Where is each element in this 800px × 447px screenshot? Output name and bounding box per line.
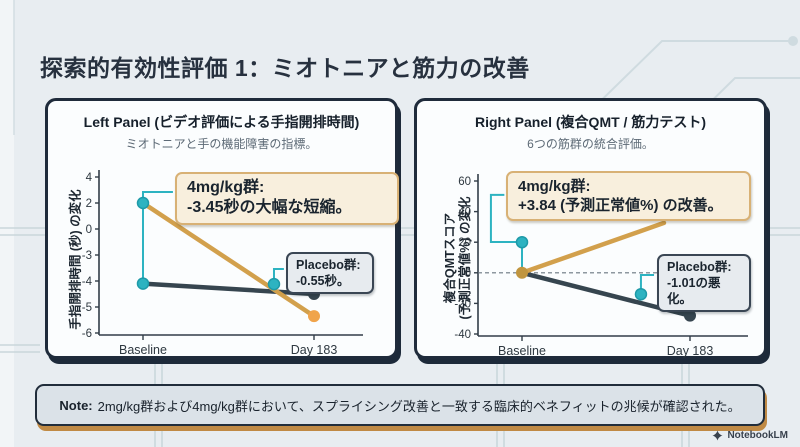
svg-text:Baseline: Baseline <box>498 344 546 358</box>
svg-text:-40: -40 <box>454 329 471 341</box>
callout-line: -1.01の悪化。 <box>667 276 721 306</box>
svg-text:Baseline: Baseline <box>119 343 167 357</box>
callout-line: Placebo群: <box>296 258 361 272</box>
svg-text:-3: -3 <box>82 250 92 262</box>
callout-line: 4mg/kg群: <box>187 179 265 196</box>
svg-text:0: 0 <box>465 268 471 280</box>
left-panel-subtitle: ミオトニアと手の機能障害の指標。 <box>125 137 318 151</box>
note-banner: Note: 2mg/kg群および4mg/kg群において、スプライシング改善と一致… <box>35 384 765 426</box>
callout-line: -0.55秒。 <box>296 274 350 288</box>
svg-text:0: 0 <box>86 224 92 236</box>
callout-line: 4mg/kg群: <box>518 178 591 195</box>
svg-text:4: 4 <box>86 172 93 184</box>
svg-text:-6: -6 <box>82 328 92 340</box>
left-panel-card: Left Panel (ビデオ評価による手指開排時間) ミオトニアと手の機能障害… <box>45 98 399 359</box>
callout-line: -3.45秒の大幅な短縮。 <box>187 199 352 217</box>
note-text: 2mg/kg群および4mg/kg群において、スプライシング改善と一致する臨床的ベ… <box>97 398 741 414</box>
callout-line: Placebo群: <box>667 260 732 274</box>
right-chart-placebo-callout: Placebo群: -1.01の悪化。 <box>657 254 751 312</box>
left-panel-title: Left Panel (ビデオ評価による手指開排時間) <box>83 114 360 130</box>
right-panel-title: Right Panel (複合QMT / 筋力テスト) <box>475 114 706 130</box>
svg-text:40: 40 <box>458 207 471 219</box>
footer-brand: NotebookLM <box>712 430 788 441</box>
right-chart: 60 40 20 0 -20 -40 Baseline Day 183 <box>454 174 748 358</box>
right-panel-subtitle: 6つの筋群の統合評価。 <box>527 137 654 151</box>
svg-text:60: 60 <box>458 176 471 188</box>
left-chart-placebo-callout: Placebo群: -0.55秒。 <box>286 252 374 294</box>
svg-text:-20: -20 <box>454 298 471 310</box>
right-chart-4mgkg-callout: 4mg/kg群: +3.84 (予測正常値%) の改善。 <box>506 171 751 222</box>
page-title: 探索的有効性評価 1：ミオトニアと筋力の改善 <box>40 55 530 82</box>
svg-text:2: 2 <box>86 198 92 210</box>
svg-text:-4: -4 <box>82 276 93 288</box>
svg-text:-5: -5 <box>82 302 92 314</box>
note-label: Note: <box>59 397 93 413</box>
notebooklm-logo-icon <box>712 430 723 441</box>
right-panel-card: Right Panel (複合QMT / 筋力テスト) 6つの筋群の統合評価。 … <box>414 98 767 359</box>
svg-text:Day 183: Day 183 <box>291 343 338 357</box>
callout-line: +3.84 (予測正常値%) の改善。 <box>518 197 723 215</box>
footer-brand-label: NotebookLM <box>727 430 788 441</box>
svg-text:20: 20 <box>458 237 471 249</box>
left-chart: 4 2 0 -3 -4 -5 -6 Baseline Day 183 <box>82 170 363 357</box>
svg-text:Day 183: Day 183 <box>667 344 714 358</box>
left-chart-4mgkg-callout: 4mg/kg群: -3.45秒の大幅な短縮。 <box>175 172 399 225</box>
